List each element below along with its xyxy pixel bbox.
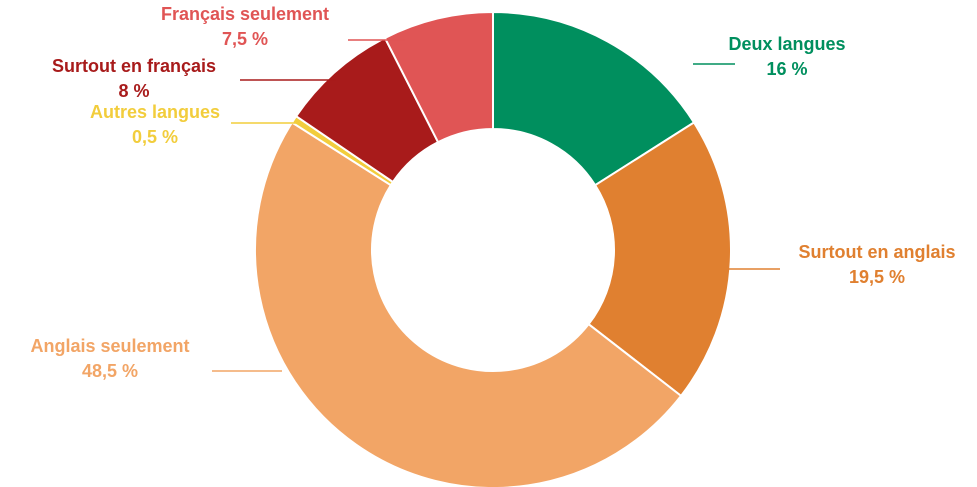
slice-anglais-seulement	[254, 121, 683, 487]
slice-label: Surtout en français	[52, 56, 216, 76]
labels-group: Deux langues 16 % Surtout en anglais 19,5 %…	[30, 4, 955, 381]
slice-surtout-en-anglais	[587, 121, 732, 398]
slices-group	[254, 10, 732, 487]
slice-value-label: 7,5 %	[222, 29, 268, 49]
slice-deux-langues	[492, 10, 696, 187]
slice-value-label: 0,5 %	[132, 127, 178, 147]
slice-value-label: 8 %	[118, 81, 149, 101]
slice-label: Surtout en anglais	[798, 242, 955, 262]
slice-value-label: 19,5 %	[849, 267, 905, 287]
leader-lines-group	[212, 39, 780, 372]
slice-value-label: 16 %	[766, 59, 807, 79]
slice-label: Français seulement	[161, 4, 329, 24]
slice-label: Deux langues	[728, 34, 845, 54]
slice-label: Anglais seulement	[30, 336, 189, 356]
slice-fran-ais-seulement	[383, 10, 494, 144]
slice-label: Autres langues	[90, 102, 220, 122]
slice-value-label: 48,5 %	[82, 361, 138, 381]
